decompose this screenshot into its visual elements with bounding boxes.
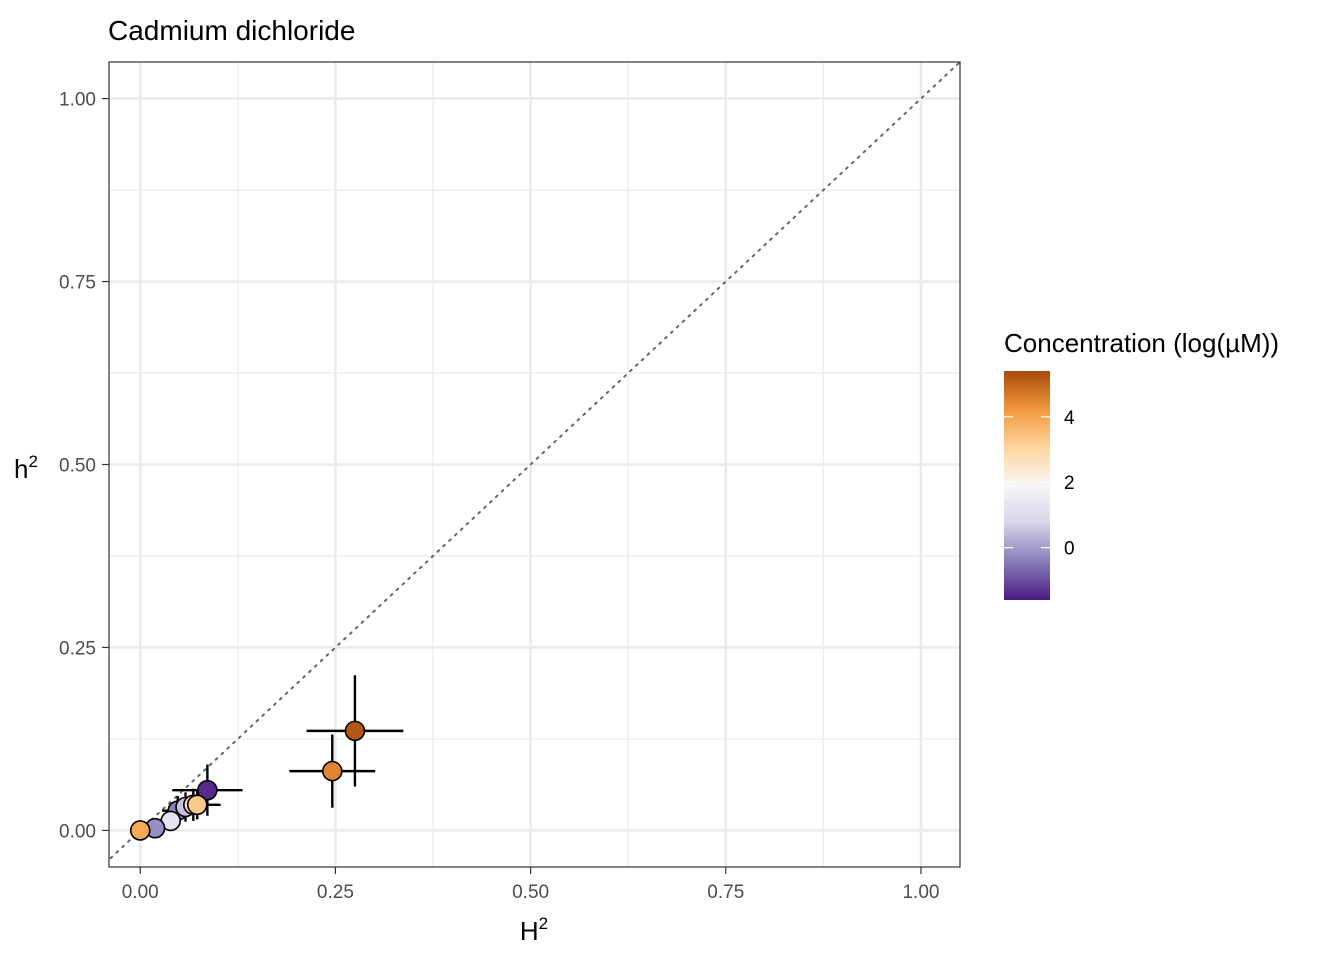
y-tick-label: 0.00 [59,821,96,842]
x-tick-label: 1.00 [902,882,939,903]
colorbar-tick-label: 2 [1064,473,1075,494]
y-tick-label: 0.75 [59,273,96,294]
data-point [344,720,366,742]
grid-major [109,62,960,867]
x-tick-label: 0.00 [122,882,159,903]
colorbar-tick-label: 4 [1064,408,1075,429]
y-axis-label-superscript: 2 [28,452,37,471]
x-axis: 0.00 0.25 0.50 0.75 1.00 [122,867,939,903]
data-point [197,779,218,801]
y-tick-label: 0.25 [59,638,96,659]
data-point [321,760,343,782]
data-point [186,794,208,816]
colorbar-tick-label: 0 [1064,539,1075,560]
colorbar-gradient [1004,371,1050,600]
y-tick-label: 0.50 [59,456,96,477]
data-point [129,820,151,841]
chart-title: Cadmium dichloride [108,15,355,46]
colorbar-legend: Concentration (log(µM)) 4 2 0 [1004,328,1279,600]
x-tick-label: 0.25 [317,882,354,903]
colorbar-ticks: 4 2 0 [1004,408,1075,560]
y-axis: 0.00 0.25 0.50 0.75 1.00 [59,90,109,842]
x-axis-label-superscript: 2 [539,914,548,933]
x-axis-label-main: H [520,916,539,946]
y-axis-label: h2 [14,452,38,484]
colorbar-title: Concentration (log(µM)) [1004,328,1279,358]
x-tick-label: 0.75 [707,882,744,903]
y-axis-label-main: h [14,454,28,484]
reference-line-y-equals-x [109,62,960,862]
x-axis-label: H2 [520,914,548,946]
data-points [129,720,366,841]
y-tick-label: 1.00 [59,90,96,111]
x-tick-label: 0.50 [512,882,549,903]
